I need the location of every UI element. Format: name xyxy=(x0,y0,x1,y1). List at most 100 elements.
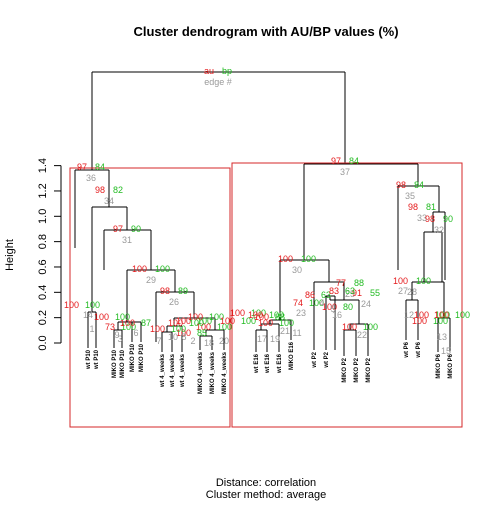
bp-value: 85 xyxy=(197,328,207,338)
edge-number: 12 xyxy=(404,310,414,320)
bp-value: 100 xyxy=(85,300,100,310)
au-value: 100 xyxy=(220,316,235,326)
edge-number: 22 xyxy=(357,330,367,340)
bp-value: 100 xyxy=(309,298,324,308)
edge-number: 36 xyxy=(86,173,96,183)
au-value: 100 xyxy=(322,302,337,312)
au-value: 100 xyxy=(64,300,79,310)
edge-number: 2 xyxy=(190,336,195,346)
au-value: 100 xyxy=(434,310,449,320)
edge-number: 26 xyxy=(169,297,179,307)
edge-number: 16 xyxy=(332,310,342,320)
y-tick-label: 1.2 xyxy=(37,183,49,198)
au-value: 100 xyxy=(176,316,191,326)
edge-number: 33 xyxy=(417,213,427,223)
leaf-label: MIKO P10 xyxy=(112,349,118,378)
bp-value: 100 xyxy=(217,322,232,332)
edge-number: 35 xyxy=(405,191,415,201)
cluster-highlight-boxes xyxy=(69,162,463,428)
au-value: 77 xyxy=(336,278,346,288)
bp-value: 89 xyxy=(178,286,188,296)
leaf-label: wt E16 xyxy=(277,353,283,374)
bp-value: 88 xyxy=(354,278,364,288)
au-value: 100 xyxy=(248,310,263,320)
edge-number: 34 xyxy=(104,196,114,206)
leaf-label: MIKO 4_weeks xyxy=(222,351,228,394)
edge-number: 11 xyxy=(292,328,301,338)
bp-value: 87 xyxy=(141,318,151,328)
bp-value: 100 xyxy=(269,310,284,320)
edge-number: 10 xyxy=(168,332,178,342)
leaf-labels: wt P10 wt P10 MIKO P10 MIKO P10 MIKO P10 MIKO… xyxy=(86,341,454,394)
edge-number: 15 xyxy=(441,346,451,356)
bp-value: 55 xyxy=(370,288,380,298)
edge-number: 31 xyxy=(122,235,132,245)
au-value: 97 xyxy=(77,162,87,172)
au-value: 98 xyxy=(396,180,406,190)
au-value: 100 xyxy=(254,312,269,322)
edge-number: 37 xyxy=(340,167,350,177)
edge-number: 7 xyxy=(156,336,161,346)
chart-title: Cluster dendrogram with AU/BP values (%) xyxy=(133,24,398,39)
au-value: 100 xyxy=(342,322,357,332)
au-value: au xyxy=(204,66,214,76)
bp-value: 88 xyxy=(275,312,285,322)
y-tick-label: 0.2 xyxy=(37,310,49,325)
au-value: 100 xyxy=(176,328,191,338)
y-tick-label: 0.6 xyxy=(37,259,49,274)
au-value: 98 xyxy=(408,202,418,212)
au-value: 100 xyxy=(412,316,427,326)
bp-value: 100 xyxy=(171,324,186,334)
leaf-label: MIKO P10 xyxy=(120,349,126,378)
au-value: 73 xyxy=(105,322,115,332)
y-tick-label: 0.4 xyxy=(37,285,49,300)
bp-value: 80 xyxy=(343,302,353,312)
au-value: 100 xyxy=(230,308,245,318)
edge-number: 24 xyxy=(361,299,371,309)
au-value: 83 xyxy=(329,286,339,296)
bp-value: 100 xyxy=(189,318,204,328)
edge-number: 4 xyxy=(319,298,324,308)
bp-value: 84 xyxy=(414,180,424,190)
edge-number: 3 xyxy=(117,334,122,344)
leaf-label: MIKO P2 xyxy=(354,357,360,382)
leaf-label: MIKO P6 xyxy=(436,353,442,378)
leaf-label: MIKO E16 xyxy=(289,341,295,370)
bp-value: 100 xyxy=(241,316,256,326)
leaf-label: MIKO P2 xyxy=(342,357,348,382)
leaf-label: wt P10 xyxy=(94,349,100,370)
leaf-label: MIKO P10 xyxy=(130,343,136,372)
edge-number: 20 xyxy=(219,336,229,346)
bp-value: 100 xyxy=(279,318,294,328)
edge-number: 17 xyxy=(257,334,267,344)
y-tick-label: 1.4 xyxy=(37,158,49,173)
y-tick-label: 1.0 xyxy=(37,209,49,224)
au-value: 100 xyxy=(168,318,183,328)
edge-number: 14 xyxy=(83,310,93,320)
edge-number: 18 xyxy=(204,338,214,348)
au-value: 91 xyxy=(352,288,362,298)
leaf-label: wt P6 xyxy=(404,341,410,358)
edge-number: 6 xyxy=(133,328,138,338)
au-value: 98 xyxy=(425,214,435,224)
au-value: 98 xyxy=(160,286,170,296)
edge-number: 19 xyxy=(270,334,280,344)
au-value: 100 xyxy=(258,318,273,328)
edge-number: 27 xyxy=(398,286,408,296)
bp-value: 84 xyxy=(95,162,105,172)
leaf-label: wt P2 xyxy=(324,351,330,368)
leaf-label: wt E16 xyxy=(265,353,271,374)
bp-value: 100 xyxy=(155,264,170,274)
edge-number: edge # xyxy=(204,77,232,87)
bp-value: 84 xyxy=(349,156,359,166)
bp-value: 82 xyxy=(113,185,123,195)
y-axis-label: Height xyxy=(4,239,16,271)
bp-value: 100 xyxy=(435,310,450,320)
bp-value: 90 xyxy=(131,224,141,234)
leaf-label: MIKO 4_weeks xyxy=(198,351,204,394)
leaf-label: MIKO P2 xyxy=(366,357,372,382)
highlight-box-right xyxy=(231,162,463,428)
leaf-label: wt P6 xyxy=(416,341,422,358)
